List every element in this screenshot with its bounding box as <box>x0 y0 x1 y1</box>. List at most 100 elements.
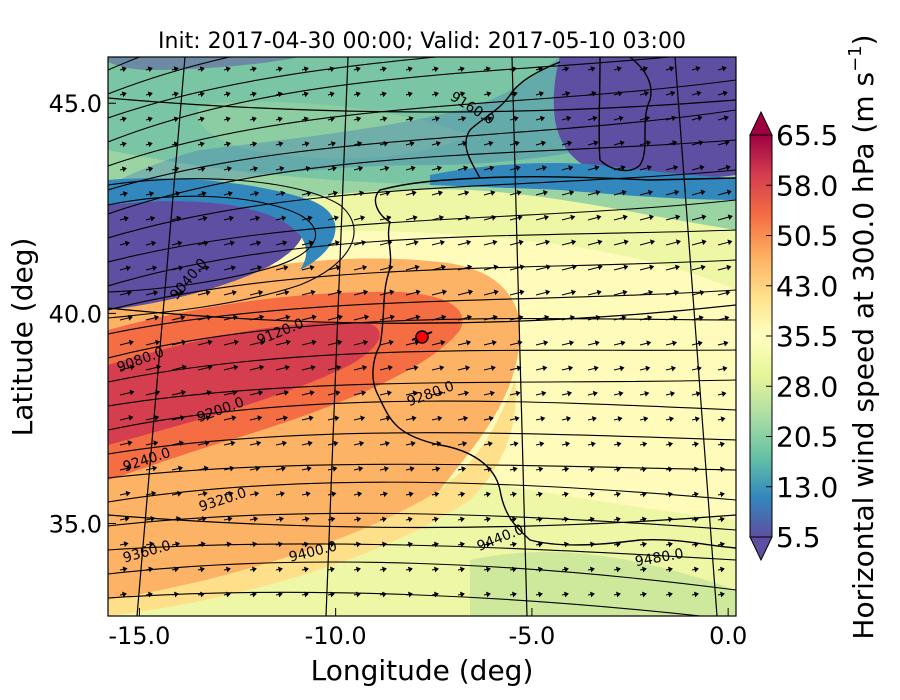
wind-arrow-shaft <box>483 167 491 171</box>
wind-arrow-shaft <box>405 217 415 221</box>
wind-arrow-shaft <box>301 242 311 246</box>
wind-arrow-head <box>127 314 133 321</box>
wind-arrow-shaft <box>171 292 181 296</box>
wind-arrow-head <box>673 289 679 296</box>
wind-arrow-head <box>441 289 447 296</box>
wind-arrow-head <box>385 415 391 422</box>
wind-arrow-head <box>489 165 495 172</box>
wind-arrow-head <box>433 91 439 98</box>
wind-arrow-shaft <box>223 68 228 71</box>
wind-arrow-head <box>332 190 338 197</box>
wind-arrow-head <box>617 90 623 97</box>
wind-arrow-shaft <box>509 367 518 371</box>
wind-arrow-shaft <box>613 93 620 96</box>
wind-arrow-shaft <box>301 442 309 446</box>
wind-arrow-shaft <box>327 217 336 221</box>
wind-arrow-head <box>693 566 699 573</box>
wind-arrow-head <box>462 441 468 447</box>
wind-arrow-shaft <box>197 467 206 471</box>
wind-arrow-head <box>230 265 236 271</box>
wind-arrow-head <box>618 390 624 397</box>
wind-arrow-head <box>260 339 266 346</box>
wind-arrow-shaft <box>223 341 236 346</box>
wind-arrow-head <box>257 415 263 422</box>
wind-arrow-shaft <box>145 267 154 271</box>
wind-arrow-shaft <box>665 342 674 346</box>
wind-arrow-head <box>306 190 312 197</box>
wind-arrow-head <box>413 365 419 371</box>
parallel-line <box>108 514 736 529</box>
wind-arrow-head <box>669 416 675 422</box>
wind-arrow-shaft <box>483 543 488 546</box>
wind-arrow-shaft <box>587 443 593 446</box>
wind-arrow-shaft <box>613 593 618 596</box>
wind-arrow-shaft <box>431 493 436 496</box>
wind-arrow-head <box>641 541 647 548</box>
wind-arrow-shaft <box>639 191 650 196</box>
wind-arrow-head <box>256 440 262 447</box>
wind-arrow-shaft <box>197 518 204 521</box>
wind-arrow-head <box>615 516 621 523</box>
wind-arrow-head <box>465 365 471 371</box>
wind-arrow-head <box>360 415 366 422</box>
wind-arrow-shaft <box>691 117 699 121</box>
wind-arrow-shaft <box>197 193 204 196</box>
wind-arrow-head <box>511 541 517 548</box>
wind-arrow-shaft <box>535 443 541 446</box>
wind-arrow-shaft <box>249 217 257 221</box>
wind-arrow-shaft <box>119 218 126 221</box>
wind-arrow-shaft <box>275 518 281 521</box>
wind-arrow-shaft <box>275 93 280 96</box>
wind-arrow-shaft <box>301 192 309 196</box>
wind-arrow-head <box>382 491 388 498</box>
wind-arrow-shaft <box>665 317 675 321</box>
wind-arrow-shaft <box>587 216 598 221</box>
wind-arrow-head <box>147 66 153 73</box>
wind-arrow-head <box>615 491 621 498</box>
wind-arrow-head <box>513 115 519 122</box>
wind-arrow-head <box>620 165 626 171</box>
colorbar-tick-label: 58.0 <box>776 169 838 202</box>
wind-arrow-shaft <box>431 291 444 296</box>
wind-arrow-shaft <box>587 68 592 71</box>
wind-arrow-head <box>437 415 443 422</box>
y-tick-label: 40.0 <box>49 300 102 328</box>
iberia-coastline <box>372 176 736 549</box>
wind-arrow-head <box>565 91 571 97</box>
wind-arrow-head <box>204 265 210 271</box>
wind-arrow-shaft <box>119 442 129 446</box>
wind-arrow-head <box>719 491 725 498</box>
wind-arrow-shaft <box>145 193 151 196</box>
wind-arrow-shaft <box>561 367 570 371</box>
wind-arrow-shaft <box>327 468 334 471</box>
wind-arrow-head <box>153 440 159 447</box>
wind-arrow-head <box>488 415 494 422</box>
wind-arrow-shaft <box>119 493 127 496</box>
wind-arrow-shaft <box>379 342 391 346</box>
wind-arrow-shaft <box>665 518 670 521</box>
wind-arrow-shaft <box>509 291 521 296</box>
wind-arrow-shaft <box>197 168 203 171</box>
wind-arrow-head <box>485 516 491 523</box>
wind-arrow-shaft <box>483 443 490 446</box>
wind-arrow-shaft <box>119 342 131 346</box>
wind-arrow-head <box>308 240 314 246</box>
wind-arrow-shaft <box>561 117 568 121</box>
wind-arrow-shaft <box>483 241 494 246</box>
wind-arrow-head <box>725 164 731 171</box>
wind-arrow-head <box>257 265 263 271</box>
wind-arrow-shaft <box>561 493 566 496</box>
wind-arrow-shaft <box>509 241 521 246</box>
wind-arrow-shaft <box>509 266 522 271</box>
wind-arrow-shaft <box>509 418 516 421</box>
wind-arrow-head <box>147 91 153 98</box>
wind-arrow-head <box>724 315 730 322</box>
wind-arrow-head <box>459 566 465 573</box>
wind-arrow-shaft <box>145 543 151 546</box>
wind-arrow-shaft <box>327 341 339 346</box>
wind-arrow-head <box>381 566 387 573</box>
wind-arrow-head <box>306 465 312 472</box>
wind-arrow-head <box>538 466 544 473</box>
wind-arrow-head <box>720 416 726 423</box>
wind-arrow-head <box>230 440 236 447</box>
